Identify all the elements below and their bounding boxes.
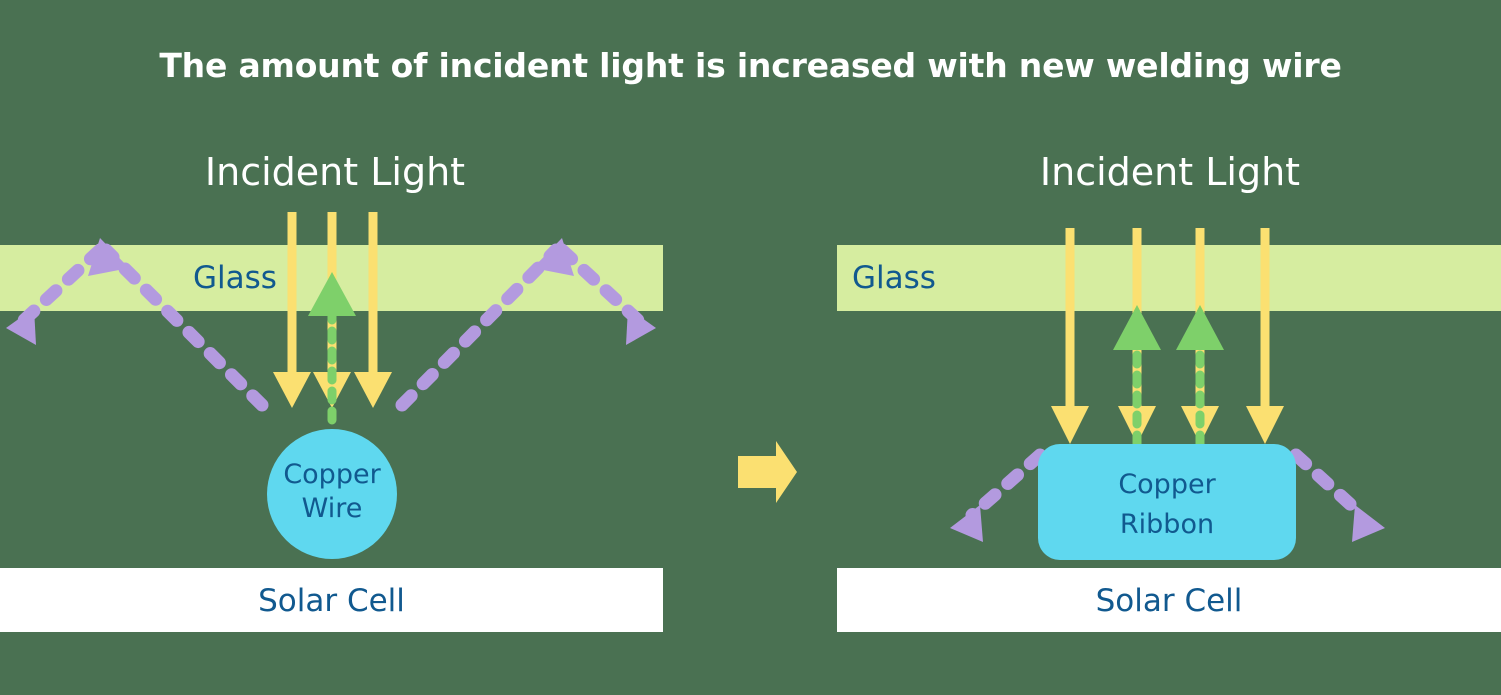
solar-cell-label-right: Solar Cell [1095,583,1243,619]
arrowhead-green-right-1 [1113,305,1161,350]
arrowhead-yellow-r1 [1051,406,1089,444]
arrowhead-yellow-2 [313,372,351,408]
glass-label-left: Glass [193,260,277,296]
copper-wire-shape: Copper Wire [267,429,397,559]
arrowhead-yellow-r3 [1181,406,1219,444]
copper-ribbon-label-line2: Ribbon [1119,509,1215,540]
arrowhead-yellow-r2 [1118,406,1156,444]
solar-cell-label-left: Solar Cell [258,583,405,619]
copper-wire-label-line1: Copper [283,459,381,490]
glass-layer-left [0,245,663,311]
page-title: The amount of incident light is increase… [159,46,1342,85]
copper-ribbon-label: Copper Ribbon [1038,465,1296,545]
arrowhead-green-right-2 [1176,305,1224,350]
arrowhead-purple-rp-left [950,505,983,542]
arrowhead-yellow-3 [354,372,392,408]
arrowhead-purple-rp-right [1352,505,1385,542]
solar-cell-right [837,568,1501,632]
copper-wire-label-line2: Wire [301,493,363,524]
recycled-ray-right-2 [1176,305,1224,449]
reflected-ray-right-outer-right [1289,448,1385,542]
arrowhead-yellow-r4 [1246,406,1284,444]
copper-wire-label: Copper Wire [267,458,397,526]
arrowhead-purple-right-down [626,308,656,345]
transition-right-arrow-icon [738,441,797,503]
solar-cell-left [0,568,663,632]
panel-left-heading: Incident Light [204,150,466,194]
arrowhead-yellow-1 [273,372,311,408]
recycled-ray-right-1 [1113,305,1161,449]
panel-right-heading: Incident Light [1039,150,1301,194]
reflected-ray-right-outer-left [950,448,1047,542]
copper-ribbon-label-line1: Copper [1118,469,1216,500]
glass-label-right: Glass [852,260,936,296]
glass-layer-right [837,245,1501,311]
copper-ribbon-shape: Copper Ribbon [1038,444,1296,560]
arrowhead-purple-left-down [6,308,36,345]
